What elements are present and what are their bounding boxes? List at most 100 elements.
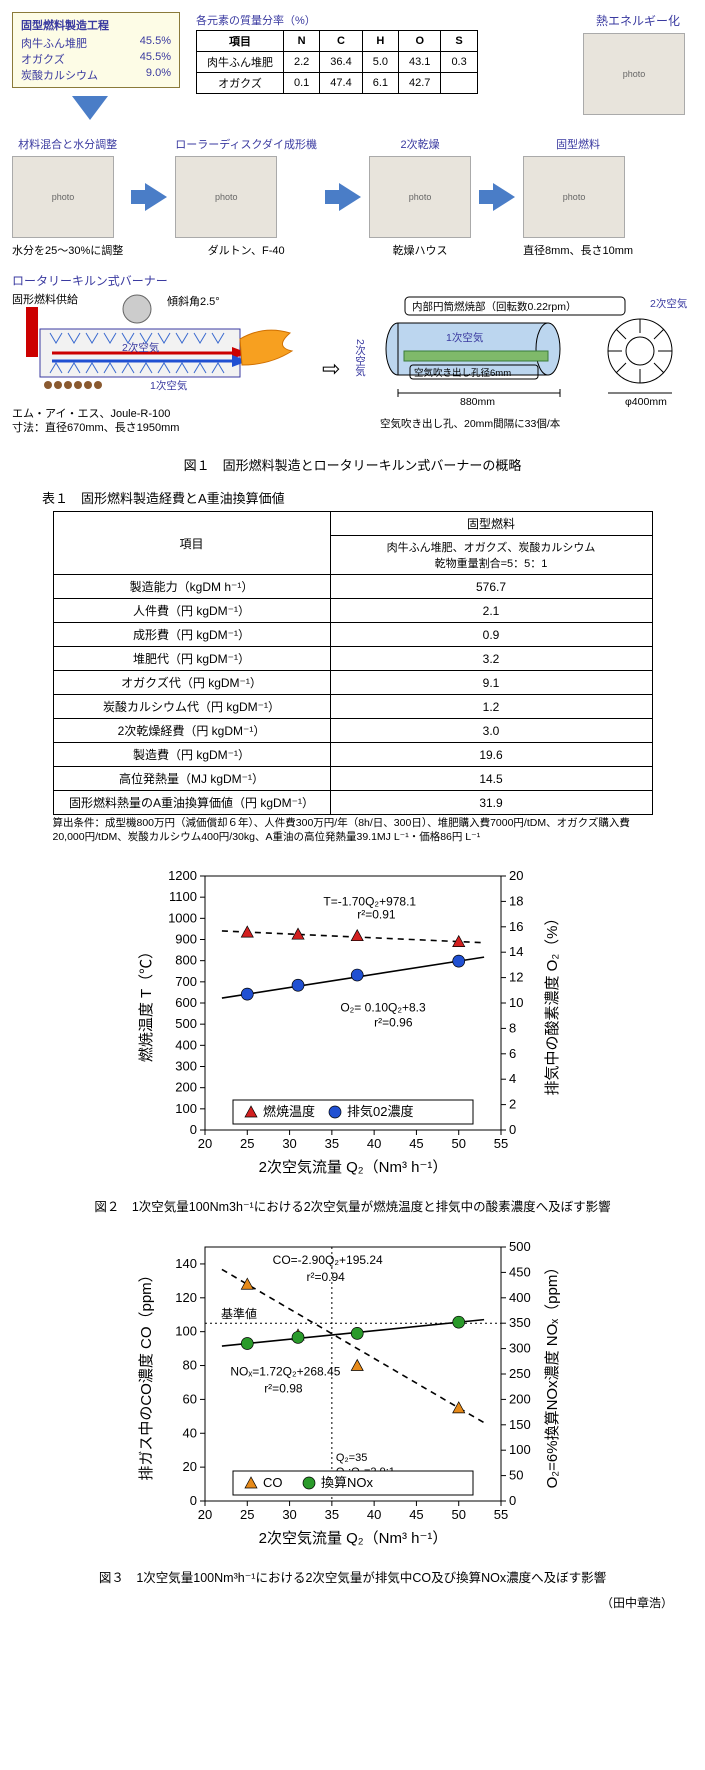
table-row-value: 3.2 bbox=[330, 647, 652, 671]
svg-text:40: 40 bbox=[182, 1426, 196, 1441]
burner-diagram-left: 固形燃料供給 傾斜角2.5° 2次空気 1次空気 bbox=[12, 289, 312, 439]
svg-text:350: 350 bbox=[509, 1315, 531, 1330]
flow-row: 材料混合と水分調整photo水分を25～30%に調整ローラーディスクダイ成形機p… bbox=[12, 136, 693, 258]
svg-text:35: 35 bbox=[324, 1507, 338, 1522]
svg-text:O₂=6%換算NOx濃度 NOₓ（ppm）: O₂=6%換算NOx濃度 NOₓ（ppm） bbox=[543, 1260, 561, 1489]
svg-text:20: 20 bbox=[182, 1459, 196, 1474]
svg-text:寸法：直径670mm、長さ1950mm: 寸法：直径670mm、長さ1950mm bbox=[12, 420, 179, 434]
right-arrow-icon bbox=[131, 183, 167, 211]
table-row-label: 製造能力（kgDM h⁻¹） bbox=[53, 575, 330, 599]
table-row-label: 製造費（円 kgDM⁻¹） bbox=[53, 743, 330, 767]
table-row-value: 14.5 bbox=[330, 767, 652, 791]
svg-text:2: 2 bbox=[509, 1097, 516, 1112]
flow-photo: photo bbox=[369, 156, 471, 238]
svg-text:35: 35 bbox=[324, 1136, 338, 1151]
svg-text:1000: 1000 bbox=[168, 911, 197, 926]
svg-text:固形燃料供給: 固形燃料供給 bbox=[12, 292, 78, 306]
table-row-label: 堆肥代（円 kgDM⁻¹） bbox=[53, 647, 330, 671]
svg-text:55: 55 bbox=[493, 1507, 507, 1522]
elem-col: S bbox=[441, 31, 477, 52]
svg-text:排気中の酸素濃度 O₂（%）: 排気中の酸素濃度 O₂（%） bbox=[544, 911, 561, 1096]
flow-photo: photo bbox=[523, 156, 625, 238]
table-row-value: 31.9 bbox=[330, 791, 652, 815]
elem-cell: 5.0 bbox=[362, 52, 398, 73]
table-row-value: 1.2 bbox=[330, 695, 652, 719]
svg-text:空気吹き出し孔径6mm: 空気吹き出し孔径6mm bbox=[414, 367, 511, 379]
chart2: 2025303540455055020406080100120140050100… bbox=[133, 1233, 573, 1563]
elem-col: H bbox=[362, 31, 398, 52]
cost-table: 項目固型燃料肉牛ふん堆肥、オガクズ、炭酸カルシウム乾物重量割合=5：5：1製造能… bbox=[53, 511, 653, 815]
svg-text:45: 45 bbox=[409, 1507, 423, 1522]
process-col: 固型燃料製造工程 肉牛ふん堆肥45.5%オガクズ45.5%炭酸カルシウム9.0% bbox=[12, 12, 180, 128]
svg-text:1100: 1100 bbox=[169, 889, 197, 904]
flow-photo: photo bbox=[12, 156, 114, 238]
table-row-value: 9.1 bbox=[330, 671, 652, 695]
svg-text:20: 20 bbox=[509, 868, 523, 883]
svg-text:1次空気: 1次空気 bbox=[446, 331, 484, 344]
svg-text:100: 100 bbox=[175, 1324, 197, 1339]
svg-text:10: 10 bbox=[509, 995, 523, 1010]
table-row-label: 高位発熱量（MJ kgDM⁻¹） bbox=[53, 767, 330, 791]
elem-cell bbox=[441, 73, 477, 94]
svg-text:900: 900 bbox=[175, 932, 197, 947]
svg-text:換算NOx: 換算NOx bbox=[321, 1475, 374, 1490]
elem-cell: 6.1 bbox=[362, 73, 398, 94]
svg-text:2次空気: 2次空気 bbox=[354, 339, 366, 377]
svg-text:r²=0.91: r²=0.91 bbox=[357, 908, 396, 922]
elem-cell: 47.4 bbox=[320, 73, 362, 94]
svg-text:50: 50 bbox=[509, 1468, 523, 1483]
svg-text:1200: 1200 bbox=[168, 868, 197, 883]
svg-text:r²=0.98: r²=0.98 bbox=[264, 1382, 303, 1396]
table-row-label: 炭酸カルシウム代（円 kgDM⁻¹） bbox=[53, 695, 330, 719]
flow-step: 材料混合と水分調整photo水分を25～30%に調整 bbox=[12, 136, 123, 258]
svg-text:400: 400 bbox=[175, 1038, 197, 1053]
svg-text:250: 250 bbox=[509, 1366, 531, 1381]
svg-text:25: 25 bbox=[240, 1507, 254, 1522]
svg-text:NOₓ=1.72Q₂+268.45: NOₓ=1.72Q₂+268.45 bbox=[230, 1365, 340, 1379]
elem-col: O bbox=[399, 31, 441, 52]
svg-text:基準値: 基準値 bbox=[221, 1306, 257, 1321]
table-row-value: 0.9 bbox=[330, 623, 652, 647]
table-row-label: 固形燃料熱量のA重油換算価値（円 kgDM⁻¹） bbox=[53, 791, 330, 815]
flow-step: ローラーディスクダイ成形機photoダルトン、F-40 bbox=[175, 136, 317, 258]
right-arrow-icon bbox=[479, 183, 515, 211]
table-row-label: 2次乾燥経費（円 kgDM⁻¹） bbox=[53, 719, 330, 743]
svg-text:14: 14 bbox=[509, 944, 523, 959]
svg-text:0: 0 bbox=[189, 1493, 196, 1508]
elem-col: N bbox=[284, 31, 320, 52]
svg-text:r²=0.94: r²=0.94 bbox=[306, 1270, 345, 1284]
svg-text:2次空気: 2次空気 bbox=[650, 297, 688, 310]
elem-col: 項目 bbox=[197, 31, 284, 52]
svg-text:12: 12 bbox=[509, 970, 523, 985]
process-row: 炭酸カルシウム9.0% bbox=[21, 67, 171, 83]
fuel-inlet bbox=[26, 307, 38, 357]
elem-cell: 43.1 bbox=[399, 52, 441, 73]
svg-text:CO: CO bbox=[263, 1475, 283, 1490]
svg-text:傾斜角2.5°: 傾斜角2.5° bbox=[167, 294, 220, 308]
elem-col: C bbox=[320, 31, 362, 52]
chart2-caption: 図３ 1次空気量100Nm³h⁻¹における2次空気量が排気中CO及び換算NOx濃… bbox=[12, 1567, 693, 1586]
svg-text:20: 20 bbox=[197, 1136, 211, 1151]
svg-text:140: 140 bbox=[175, 1256, 197, 1271]
table-row-label: オガクズ代（円 kgDM⁻¹） bbox=[53, 671, 330, 695]
svg-text:100: 100 bbox=[175, 1101, 197, 1116]
elem-cell: 0.3 bbox=[441, 52, 477, 73]
table1-title: 表１ 固形燃料製造経費とA重油換算価値 bbox=[42, 488, 693, 507]
svg-text:50: 50 bbox=[451, 1507, 465, 1522]
author: （田中章浩） bbox=[12, 1594, 693, 1611]
flame-icon bbox=[240, 330, 292, 365]
svg-text:0: 0 bbox=[509, 1122, 516, 1137]
svg-text:200: 200 bbox=[509, 1392, 531, 1407]
svg-text:200: 200 bbox=[175, 1080, 197, 1095]
heat-title: 熱エネルギー化 bbox=[583, 12, 693, 29]
chart1: 2025303540455055010020030040050060070080… bbox=[133, 862, 573, 1192]
svg-text:300: 300 bbox=[175, 1059, 197, 1074]
process-row: 肉牛ふん堆肥45.5% bbox=[21, 35, 171, 51]
elem-row-label: 肉牛ふん堆肥 bbox=[197, 52, 284, 73]
svg-text:100: 100 bbox=[509, 1442, 531, 1457]
flow-step: 2次乾燥photo乾燥ハウス bbox=[369, 136, 471, 258]
heat-col: 熱エネルギー化 photo bbox=[583, 12, 693, 115]
svg-text:2次空気: 2次空気 bbox=[122, 341, 160, 354]
burner-title: ロータリーキルン式バーナー bbox=[12, 272, 693, 289]
svg-text:1次空気: 1次空気 bbox=[150, 379, 188, 392]
